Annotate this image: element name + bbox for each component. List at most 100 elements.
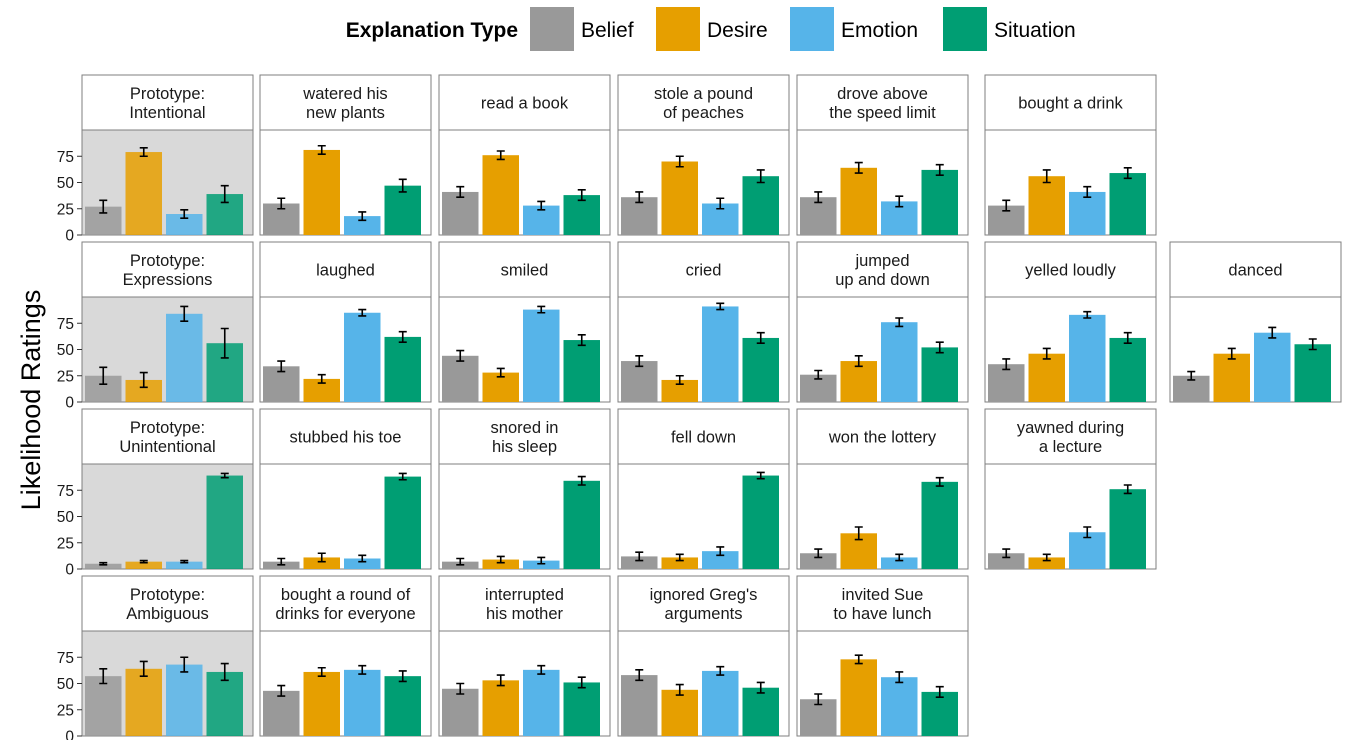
facet-title: Prototype: (130, 252, 205, 270)
error-bar (1123, 331, 1132, 344)
bar-emotion (881, 677, 918, 736)
error-bar (277, 684, 286, 697)
facet-title: won the lottery (828, 429, 937, 447)
bar-belief (442, 688, 479, 736)
facet-panel: danced (1169, 241, 1342, 403)
facet-title: stole a pound (654, 85, 753, 103)
facet-strip (259, 408, 432, 465)
bar-emotion (702, 551, 739, 569)
legend-label-desire: Desire (707, 19, 768, 42)
bar-belief (442, 355, 479, 402)
bar-desire (125, 668, 162, 736)
facet-strip (438, 408, 611, 465)
bar-situation (1109, 173, 1146, 235)
y-tick-label: 0 (65, 395, 74, 412)
error-bar (317, 373, 326, 384)
bar-desire (125, 379, 162, 402)
error-bar (139, 371, 148, 389)
facet-strip (796, 575, 969, 632)
bar-belief (85, 563, 122, 569)
bar-emotion (881, 557, 918, 569)
facet-title: up and down (835, 271, 930, 289)
error-bar (935, 163, 944, 176)
error-bar (635, 191, 644, 204)
error-bar (716, 197, 725, 210)
y-tick-label: 75 (57, 650, 74, 667)
facet-strip (81, 241, 254, 298)
facet-title: Prototype: (130, 586, 205, 604)
facet-panel: read a book (438, 74, 611, 236)
y-tick-label: 75 (57, 316, 74, 333)
error-bar (537, 556, 546, 565)
bar-desire (840, 361, 877, 402)
bar-desire (1213, 353, 1250, 402)
bar-emotion (166, 561, 203, 569)
error-bar (317, 144, 326, 155)
error-bar (1042, 553, 1051, 562)
bar-situation (921, 347, 958, 402)
bar-belief (988, 553, 1025, 569)
error-bar (577, 189, 586, 202)
bar-emotion (523, 309, 560, 402)
bar-belief (263, 690, 300, 736)
facet-title: to have lunch (833, 605, 931, 623)
error-bar (537, 200, 546, 211)
error-bar (895, 671, 904, 684)
facet-panel: bought a drink (984, 74, 1157, 236)
y-tick-label: 50 (57, 676, 75, 693)
error-bar (675, 155, 684, 168)
error-bar (814, 548, 823, 559)
error-bar (675, 374, 684, 385)
error-bar (456, 349, 465, 362)
facet-title: invited Sue (842, 586, 924, 604)
bar-situation (742, 176, 779, 235)
bar-desire (661, 379, 698, 402)
facet-strip (617, 408, 790, 465)
error-bar (895, 317, 904, 328)
error-bar (1002, 548, 1011, 559)
legend-label-belief: Belief (581, 19, 634, 42)
error-bar (1187, 370, 1196, 381)
bar-emotion (1069, 532, 1106, 569)
facet-strip (438, 241, 611, 298)
error-bar (496, 367, 505, 378)
bar-belief (621, 556, 658, 569)
bar-situation (563, 195, 600, 235)
facet-title: Prototype: (130, 85, 205, 103)
error-bar (675, 683, 684, 696)
bar-situation (206, 671, 243, 736)
error-bar (895, 195, 904, 208)
facet-title: smiled (501, 262, 549, 280)
facet-title: bought a drink (1018, 95, 1123, 113)
bar-emotion (166, 664, 203, 736)
error-bar (99, 668, 108, 685)
bar-desire (661, 161, 698, 235)
error-bar (398, 178, 407, 193)
bar-situation (921, 169, 958, 235)
bar-situation (384, 476, 421, 569)
facet-panel: Prototype:Expressions 0 25 50 75 (57, 241, 254, 412)
error-bar (1083, 310, 1092, 319)
facet-panel: yelled loudly (984, 241, 1157, 403)
facet-title: Intentional (129, 104, 205, 122)
facet-title: yawned during (1017, 419, 1124, 437)
bar-emotion (1069, 191, 1106, 235)
facet-title: arguments (665, 605, 743, 623)
error-bar (854, 654, 863, 665)
facet-strip (796, 241, 969, 298)
facet-strip (259, 241, 432, 298)
legend: Explanation Type Belief Desire Emotion Situa… (346, 7, 1076, 51)
error-bar (1123, 167, 1132, 180)
bar-situation (563, 340, 600, 402)
bar-desire (125, 561, 162, 569)
error-bar (854, 355, 863, 368)
bar-situation (384, 336, 421, 402)
bar-emotion (344, 558, 381, 569)
y-tick-label: 75 (57, 149, 74, 166)
error-bar (1268, 326, 1277, 339)
bar-emotion (344, 669, 381, 736)
